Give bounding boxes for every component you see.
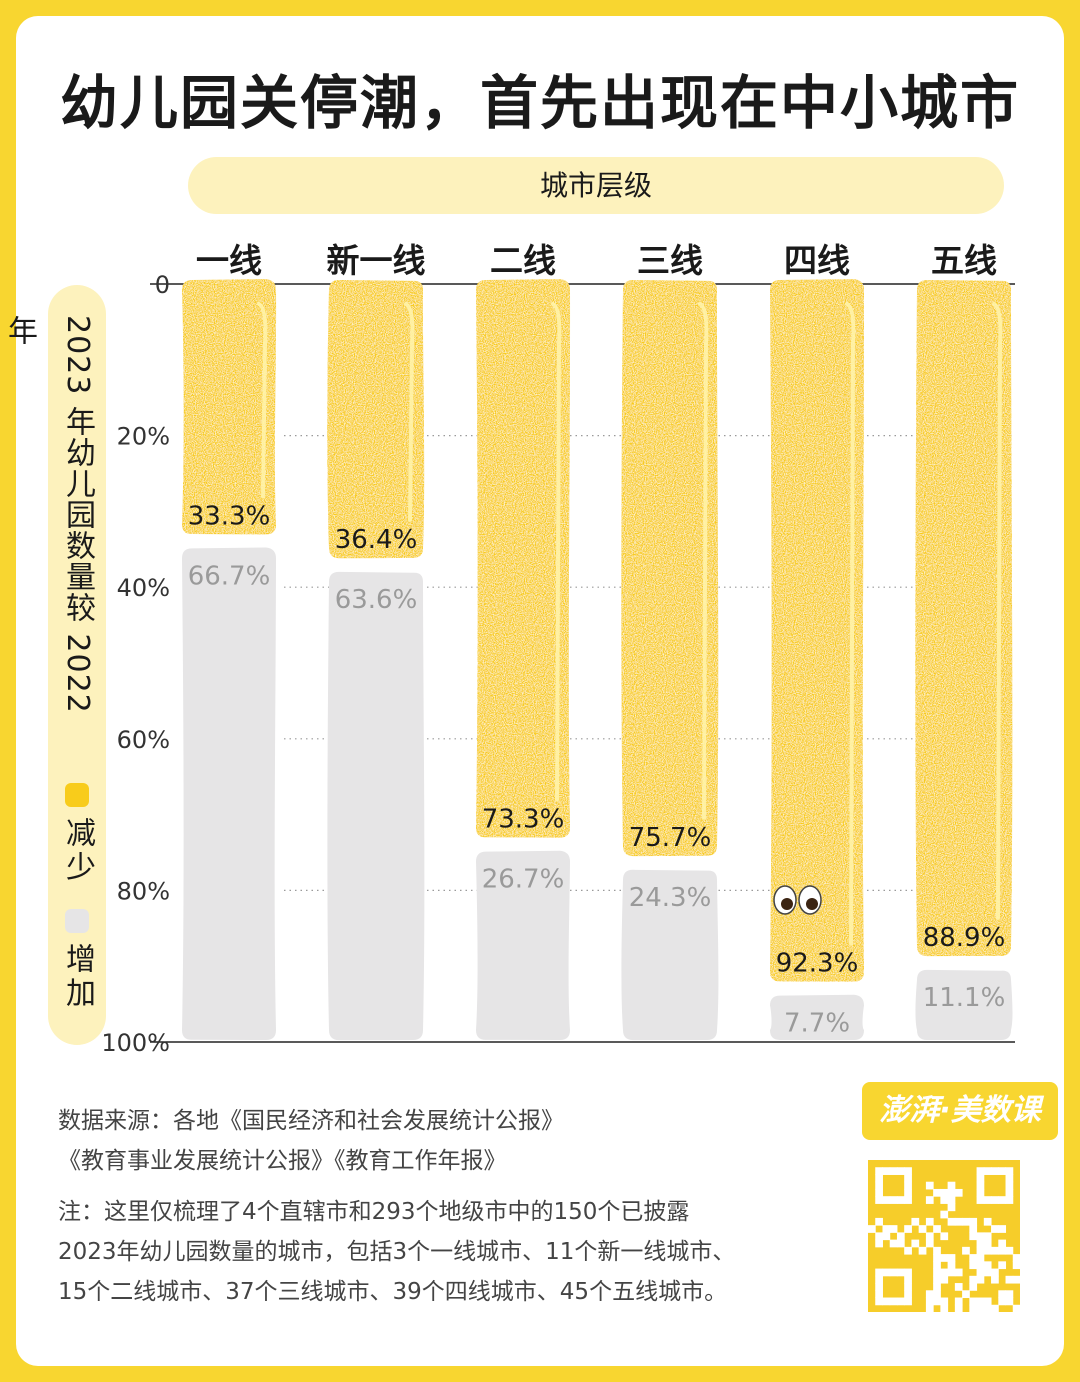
bar-decrease: [915, 280, 1013, 957]
bar-increase: [915, 969, 1013, 1041]
note-line-2: 2023年幼儿园数量的城市，包括3个一线城市、11个新一线城市、: [58, 1239, 736, 1265]
bar-highlight: [551, 302, 562, 802]
bar-highlight: [698, 302, 709, 820]
legend-swatch-increase: [65, 909, 89, 933]
note-line-3: 15个二线城市、37个三线城市、39个四线城市、45个五线城市。: [58, 1279, 728, 1305]
bar-highlight: [992, 302, 1003, 920]
legend-label-decrease: 减少: [60, 817, 95, 885]
x-category-label: 新一线: [327, 241, 426, 280]
source-line-2: 《教育事业发展统计公报》《教育工作年报》: [58, 1148, 507, 1174]
bar-highlight: [257, 302, 268, 499]
data-label-increase: 66.7%: [188, 561, 271, 591]
bar-highlight: [845, 302, 856, 946]
x-axis-title: 城市层级: [188, 157, 1004, 214]
bar-decrease: [770, 279, 865, 982]
legend-item-decrease: 减少: [48, 783, 106, 885]
x-category-label: 三线: [637, 241, 703, 280]
y-tick-label: 40%: [117, 574, 170, 602]
y-tick-label: 100%: [101, 1029, 170, 1057]
data-label-increase: 63.6%: [335, 585, 418, 615]
x-category-label: 五线: [931, 241, 997, 280]
data-label-increase: 7.7%: [784, 1009, 850, 1039]
y-tick-label: 80%: [117, 877, 170, 905]
x-category-label: 一线: [196, 241, 262, 280]
x-category-label: 二线: [490, 241, 556, 280]
data-label-decrease: 73.3%: [482, 805, 565, 835]
bar-decrease: [476, 279, 571, 838]
legend: 2023 年幼儿园数量较 2022 年 减少 增加: [2, 285, 106, 1045]
data-label-increase: 26.7%: [482, 865, 565, 895]
data-label-decrease: 92.3%: [776, 949, 859, 979]
bar-increase: [476, 850, 570, 1040]
data-label-decrease: 33.3%: [188, 501, 271, 531]
page-title: 幼儿园关停潮，首先出现在中小城市: [59, 69, 1020, 137]
bar-highlight: [404, 302, 415, 522]
data-label-increase: 11.1%: [923, 983, 1006, 1013]
data-label-increase: 24.3%: [629, 883, 712, 913]
y-tick-label: 0: [155, 271, 170, 299]
data-label-decrease: 75.7%: [629, 823, 712, 853]
legend-title: 2023 年幼儿园数量较 2022 年: [2, 315, 95, 714]
legend-label-increase: 增加: [60, 943, 95, 1011]
bar-increase: [327, 571, 425, 1041]
legend-swatch-decrease: [65, 783, 89, 807]
bar-decrease: [327, 280, 425, 559]
source-line-1: 数据来源：各地《国民经济和社会发展统计公报》: [58, 1108, 564, 1134]
brand-logo: 澎湃·美数课: [862, 1082, 1058, 1140]
x-category-label: 四线: [784, 241, 850, 280]
bar-increase: [182, 547, 276, 1040]
y-tick-label: 20%: [117, 423, 170, 451]
note-line-1: 注：这里仅梳理了4个直辖市和293个地级市中的150个已披露: [58, 1199, 690, 1225]
eye-pupil: [781, 898, 793, 910]
data-label-decrease: 88.9%: [923, 923, 1006, 953]
bar-increase: [770, 994, 864, 1040]
qr-code-icon: [868, 1160, 1021, 1313]
data-label-decrease: 36.4%: [335, 525, 418, 555]
eyes-icon: [773, 885, 822, 915]
y-tick-label: 60%: [117, 726, 170, 754]
bar-increase: [621, 869, 719, 1041]
legend-item-increase: 增加: [48, 909, 106, 1011]
eye-pupil: [806, 898, 818, 910]
bar-decrease: [182, 279, 277, 535]
bar-decrease: [621, 280, 719, 857]
